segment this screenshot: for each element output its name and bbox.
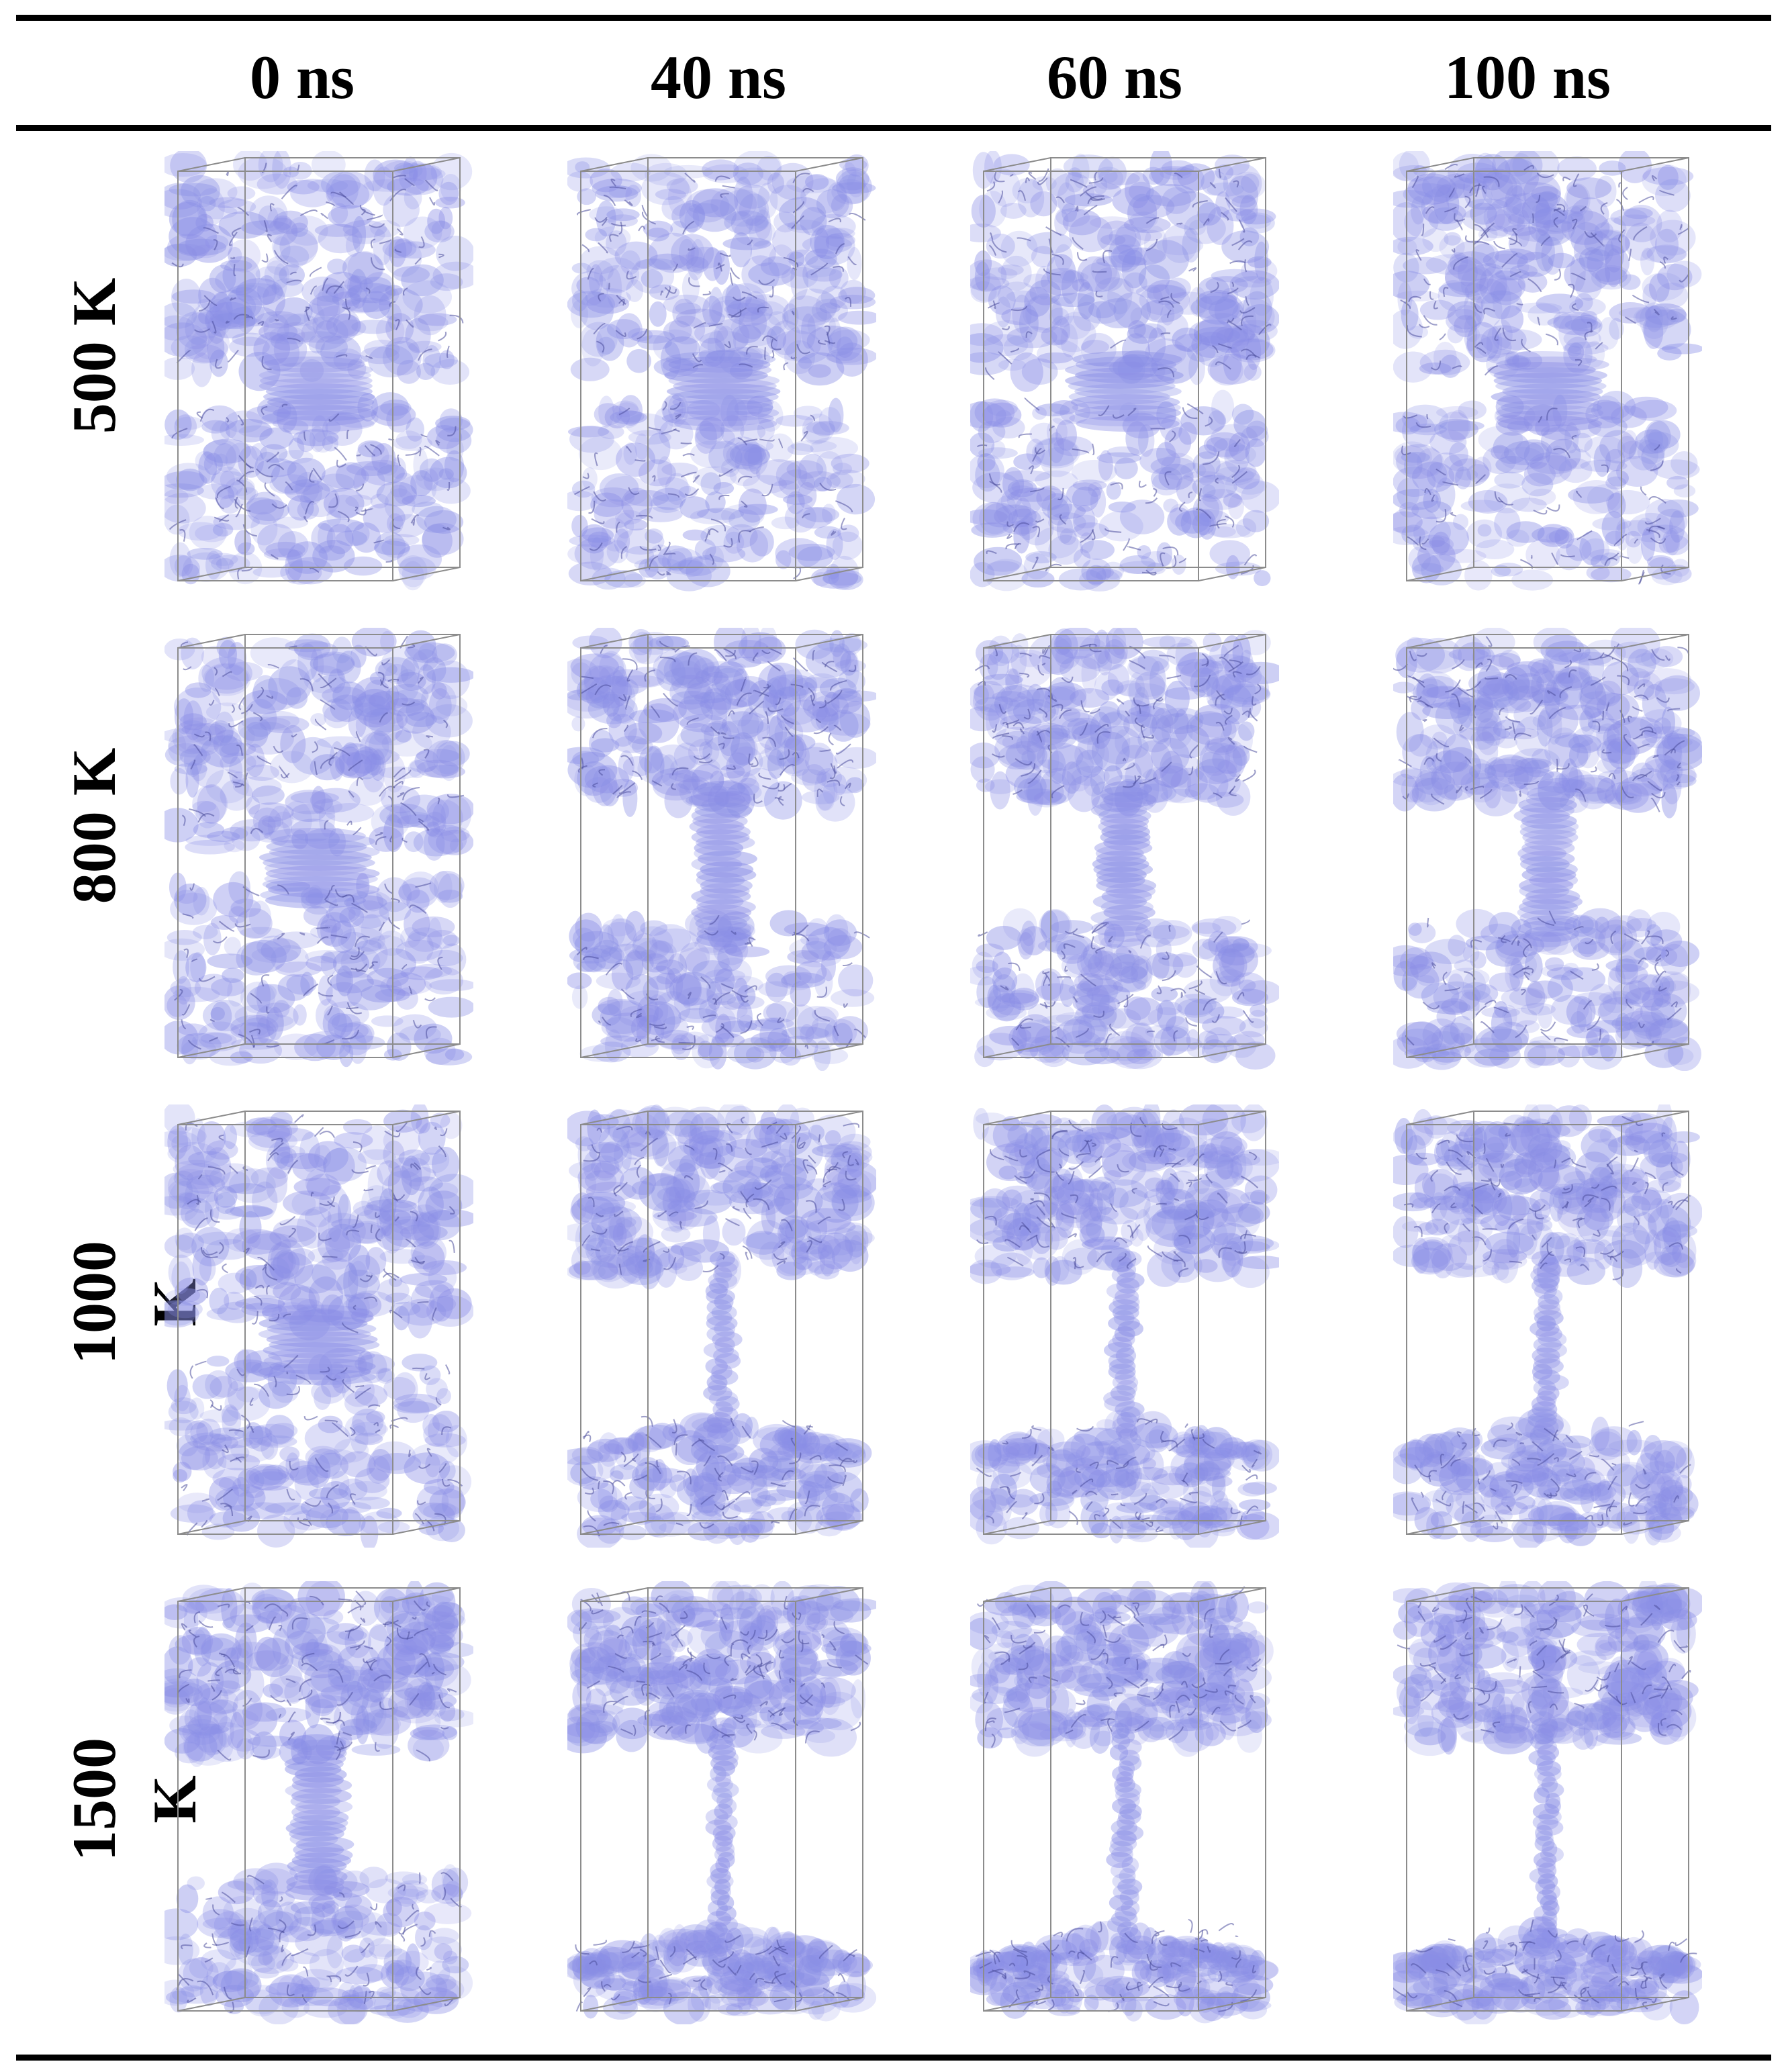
snapshot-1000k-100ns: [1393, 1104, 1702, 1548]
snapshot-800k-0ns: [164, 628, 473, 1071]
row-header-1000k: 1000 K: [60, 1241, 209, 1364]
snapshot-1500k-0ns: [164, 1581, 473, 2024]
column-header-100ns: 100 ns: [1444, 43, 1611, 111]
row-header-1500k: 1500 K: [60, 1738, 209, 1861]
snapshot-1000k-60ns: [970, 1104, 1279, 1548]
snapshot-500k-60ns: [970, 151, 1279, 594]
snapshot-800k-100ns: [1393, 628, 1702, 1071]
snapshot-500k-100ns: [1393, 151, 1702, 594]
row-header-800k: 800 K: [60, 747, 128, 904]
snapshot-500k-0ns: [164, 151, 473, 594]
column-header-60ns: 60 ns: [1047, 43, 1182, 111]
top-rule: [16, 15, 1771, 21]
snapshot-1000k-40ns: [567, 1104, 876, 1548]
row-header-500k: 500 K: [60, 277, 128, 434]
snapshot-800k-60ns: [970, 628, 1279, 1071]
header-rule: [16, 125, 1771, 131]
column-header-40ns: 40 ns: [651, 43, 786, 111]
snapshot-800k-40ns: [567, 628, 876, 1071]
snapshot-1500k-60ns: [970, 1581, 1279, 2024]
snapshot-1000k-0ns: [164, 1104, 473, 1548]
snapshot-500k-40ns: [567, 151, 876, 594]
column-header-0ns: 0 ns: [250, 43, 355, 111]
bottom-rule: [16, 2055, 1771, 2061]
snapshot-1500k-40ns: [567, 1581, 876, 2024]
snapshot-1500k-100ns: [1393, 1581, 1702, 2024]
